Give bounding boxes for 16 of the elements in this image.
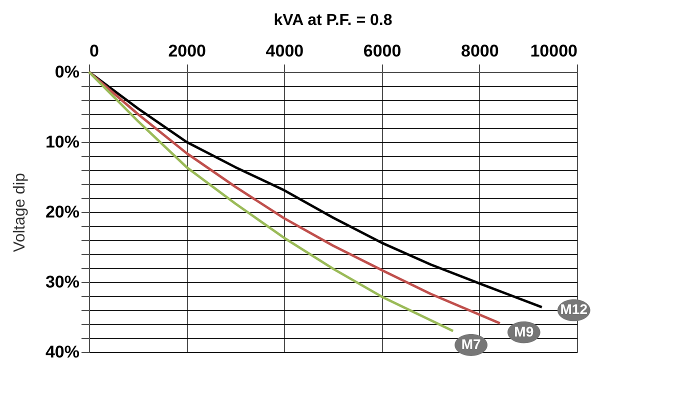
y-axis-title: Voltage dip: [11, 172, 28, 252]
y-tick-label: 10%: [45, 132, 80, 152]
x-tick-label: 2000: [168, 42, 206, 60]
y-tick-label: 20%: [45, 202, 80, 222]
x-tick-label: 0: [90, 42, 99, 60]
y-tick-label: 40%: [45, 342, 80, 362]
series-label: M9: [514, 323, 534, 340]
series-label: M7: [461, 336, 481, 352]
x-tick-label: 10000: [530, 42, 578, 60]
x-tick-label: 6000: [363, 42, 402, 60]
chart-title: kVA at P.F. = 0.8: [274, 12, 392, 29]
series-label: M12: [560, 301, 588, 318]
x-tick-label: 4000: [266, 42, 304, 60]
y-tick-label: 30%: [45, 272, 80, 292]
y-tick-label: 0%: [54, 62, 80, 82]
x-tick-label: 8000: [460, 42, 499, 60]
